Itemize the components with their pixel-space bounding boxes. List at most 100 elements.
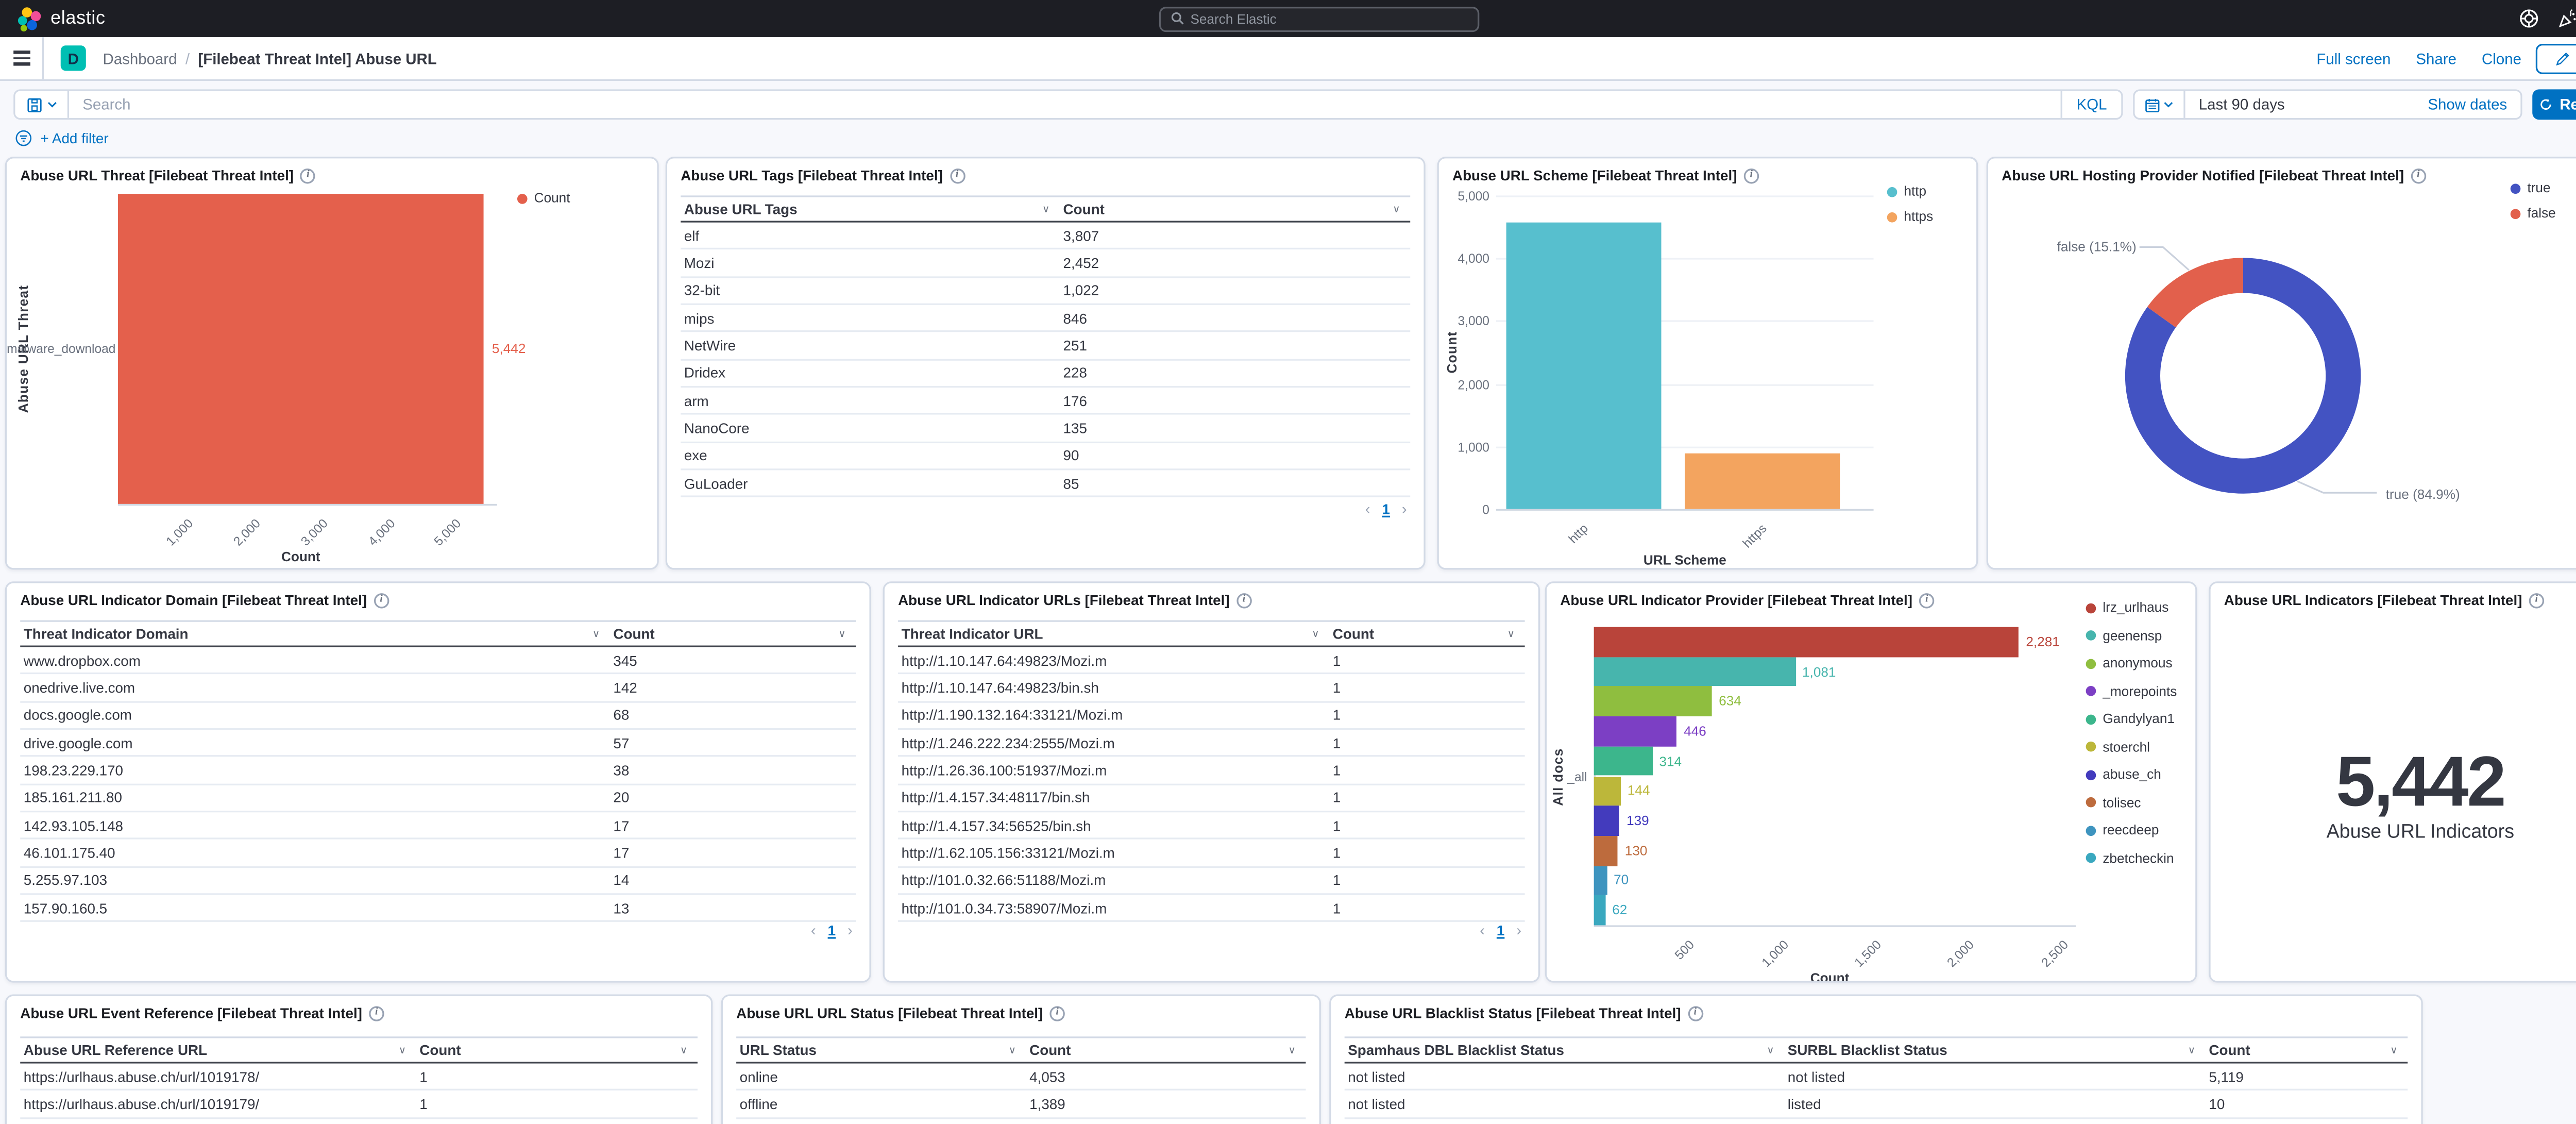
table-row[interactable]: not listed not listed 5,119 (1344, 1064, 2408, 1092)
legend-item-stoerchl[interactable]: stoerchl (2086, 739, 2177, 754)
donut-slice-true[interactable] (2125, 258, 2361, 494)
legend-item-tolisec[interactable]: tolisec (2086, 795, 2177, 810)
info-icon[interactable]: i (2529, 592, 2544, 608)
table-row[interactable]: GuLoader 85 (681, 471, 1411, 498)
bar-zbetcheckin[interactable] (1594, 895, 1606, 926)
table-row[interactable]: NanoCore 135 (681, 415, 1411, 443)
bar-malware_download[interactable] (117, 194, 484, 504)
help-lifebuoy-icon[interactable] (2519, 8, 2539, 28)
info-icon[interactable]: i (1236, 592, 1252, 608)
info-icon[interactable]: i (1687, 1005, 1703, 1021)
search-query-input[interactable]: Search (69, 91, 2060, 118)
table-row[interactable]: drive.google.com 57 (20, 730, 856, 758)
toolbar-action-link[interactable]: Share (2416, 49, 2456, 67)
column-header[interactable]: Count ∨ (1332, 625, 1515, 642)
table-row[interactable]: http://101.0.32.66:51188/Mozi.m 1 (898, 867, 1525, 895)
column-header[interactable]: Count ∨ (419, 1042, 688, 1059)
column-header[interactable]: Count ∨ (613, 625, 846, 642)
toolbar-action-link[interactable]: Full screen (2316, 49, 2391, 67)
column-header[interactable]: Count ∨ (2209, 1042, 2398, 1059)
table-row[interactable]: 198.23.229.170 38 (20, 758, 856, 785)
table-row[interactable]: Mozi 2,452 (681, 250, 1411, 278)
column-header[interactable]: Abuse URL Reference URL ∨ (23, 1042, 406, 1059)
bar-reecdeep[interactable] (1594, 865, 1607, 896)
bar-geenensp[interactable] (1594, 657, 1795, 687)
table-row[interactable]: not listed listed 10 (1344, 1091, 2408, 1119)
table-row[interactable]: docs.google.com 68 (20, 702, 856, 730)
table-row[interactable]: http://1.4.157.34:56525/bin.sh 1 (898, 812, 1525, 840)
donut-slice-false[interactable] (2147, 258, 2244, 328)
info-icon[interactable]: i (1049, 1005, 1065, 1021)
table-row[interactable]: NetWire 251 (681, 332, 1411, 360)
saved-query-menu-button[interactable] (15, 91, 70, 118)
add-filter-button[interactable]: + Add filter (40, 129, 109, 146)
bar-lrz_urlhaus[interactable] (1594, 627, 2020, 657)
table-row[interactable]: http://1.4.157.34:48117/bin.sh 1 (898, 785, 1525, 813)
bar-http[interactable] (1506, 223, 1662, 509)
breadcrumb-root-link[interactable]: Dashboard (103, 49, 177, 67)
prev-page-icon[interactable]: ‹ (810, 921, 816, 939)
bar-https[interactable] (1685, 454, 1840, 509)
table-row[interactable]: abused_legit_malwarenot listed224 (1345, 1118, 2408, 1124)
legend-item-false[interactable]: false (2510, 206, 2556, 221)
legend-item-count[interactable]: Count (517, 191, 570, 206)
bar-_morepoints[interactable] (1594, 716, 1677, 747)
table-row[interactable]: elf 3,807 (681, 223, 1411, 250)
table-row[interactable]: 142.93.105.148 17 (20, 812, 856, 840)
show-dates-link[interactable]: Show dates (2428, 96, 2507, 113)
legend-item-abuse_ch[interactable]: abuse_ch (2086, 767, 2177, 782)
table-row[interactable]: 32-bit 1,022 (681, 278, 1411, 306)
bar-anonymous[interactable] (1594, 686, 1713, 717)
bar-stoerchl[interactable] (1594, 776, 1621, 806)
legend-item-http[interactable]: http (1887, 183, 1933, 199)
toolbar-action-link[interactable]: Clone (2482, 49, 2521, 67)
next-page-icon[interactable]: › (847, 921, 853, 939)
date-picker-menu[interactable] (2134, 91, 2185, 118)
table-row[interactable]: http://1.190.132.164:33121/Mozi.m 1 (898, 702, 1525, 730)
next-page-icon[interactable]: › (1401, 500, 1407, 517)
column-header[interactable]: Threat Indicator URL ∨ (901, 625, 1319, 642)
info-icon[interactable]: i (369, 1005, 384, 1021)
prev-page-icon[interactable]: ‹ (1480, 921, 1485, 939)
news-party-popper-icon[interactable] (2557, 8, 2576, 28)
column-header[interactable]: URL Status ∨ (739, 1042, 1016, 1059)
legend-item-true[interactable]: true (2510, 180, 2556, 195)
legend-item-lrz_urlhaus[interactable]: lrz_urlhaus (2086, 600, 2177, 615)
info-icon[interactable]: i (300, 167, 316, 183)
table-row[interactable]: http://101.0.34.73:58907/Mozi.m 1 (898, 895, 1525, 923)
info-icon[interactable]: i (374, 592, 389, 608)
table-row[interactable]: 185.161.211.80 20 (20, 785, 856, 813)
table-row[interactable]: www.dropbox.com 345 (20, 647, 856, 675)
query-language-switcher[interactable]: KQL (2060, 91, 2122, 118)
table-row[interactable]: https://urlhaus.abuse.ch/url/1019179/1 (20, 1091, 698, 1119)
table-row[interactable]: http://1.62.105.156:33121/Mozi.m 1 (898, 840, 1525, 868)
legend-item-anonymous[interactable]: anonymous (2086, 656, 2177, 671)
table-row[interactable]: http://1.10.147.64:49823/bin.sh 1 (898, 675, 1525, 702)
table-row[interactable]: 157.90.160.5 13 (20, 895, 856, 923)
bar-Gandylyan1[interactable] (1594, 746, 1653, 776)
menu-hamburger-icon[interactable] (0, 37, 44, 79)
legend-item-geenensp[interactable]: geenensp (2086, 628, 2177, 643)
table-row[interactable]: onedrive.live.com 142 (20, 675, 856, 702)
legend-item-_morepoints[interactable]: _morepoints (2086, 683, 2177, 699)
table-row[interactable]: http://1.10.147.64:49823/Mozi.m 1 (898, 647, 1525, 675)
next-page-icon[interactable]: › (1516, 921, 1522, 939)
table-row[interactable]: http://1.246.222.234:2555/Mozi.m 1 (898, 730, 1525, 758)
table-row[interactable]: https://urlhaus.abuse.ch/url/1019178/1 (20, 1064, 698, 1092)
filter-icon[interactable] (15, 129, 32, 146)
table-row[interactable]: 5.255.97.103 14 (20, 867, 856, 895)
info-icon[interactable]: i (1919, 592, 1935, 608)
column-header[interactable]: Abuse URL Tags ∨ (684, 200, 1050, 217)
table-row[interactable]: online 4,053 (736, 1064, 1306, 1092)
global-search-input[interactable]: Search Elastic (1158, 6, 1479, 31)
legend-item-Gandylyan1[interactable]: Gandylyan1 (2086, 711, 2177, 726)
page-number[interactable]: 1 (1496, 921, 1505, 939)
table-row[interactable]: Dridex 228 (681, 360, 1411, 388)
time-range-value[interactable]: Last 90 days (2198, 96, 2285, 113)
table-row[interactable]: http://1.26.36.100:51937/Mozi.m 1 (898, 758, 1525, 785)
info-icon[interactable]: i (2411, 167, 2426, 183)
page-number[interactable]: 1 (1382, 500, 1390, 517)
legend-item-https[interactable]: https (1887, 209, 1933, 224)
info-icon[interactable]: i (949, 167, 965, 183)
table-row[interactable]: offline 1,389 (736, 1091, 1306, 1119)
